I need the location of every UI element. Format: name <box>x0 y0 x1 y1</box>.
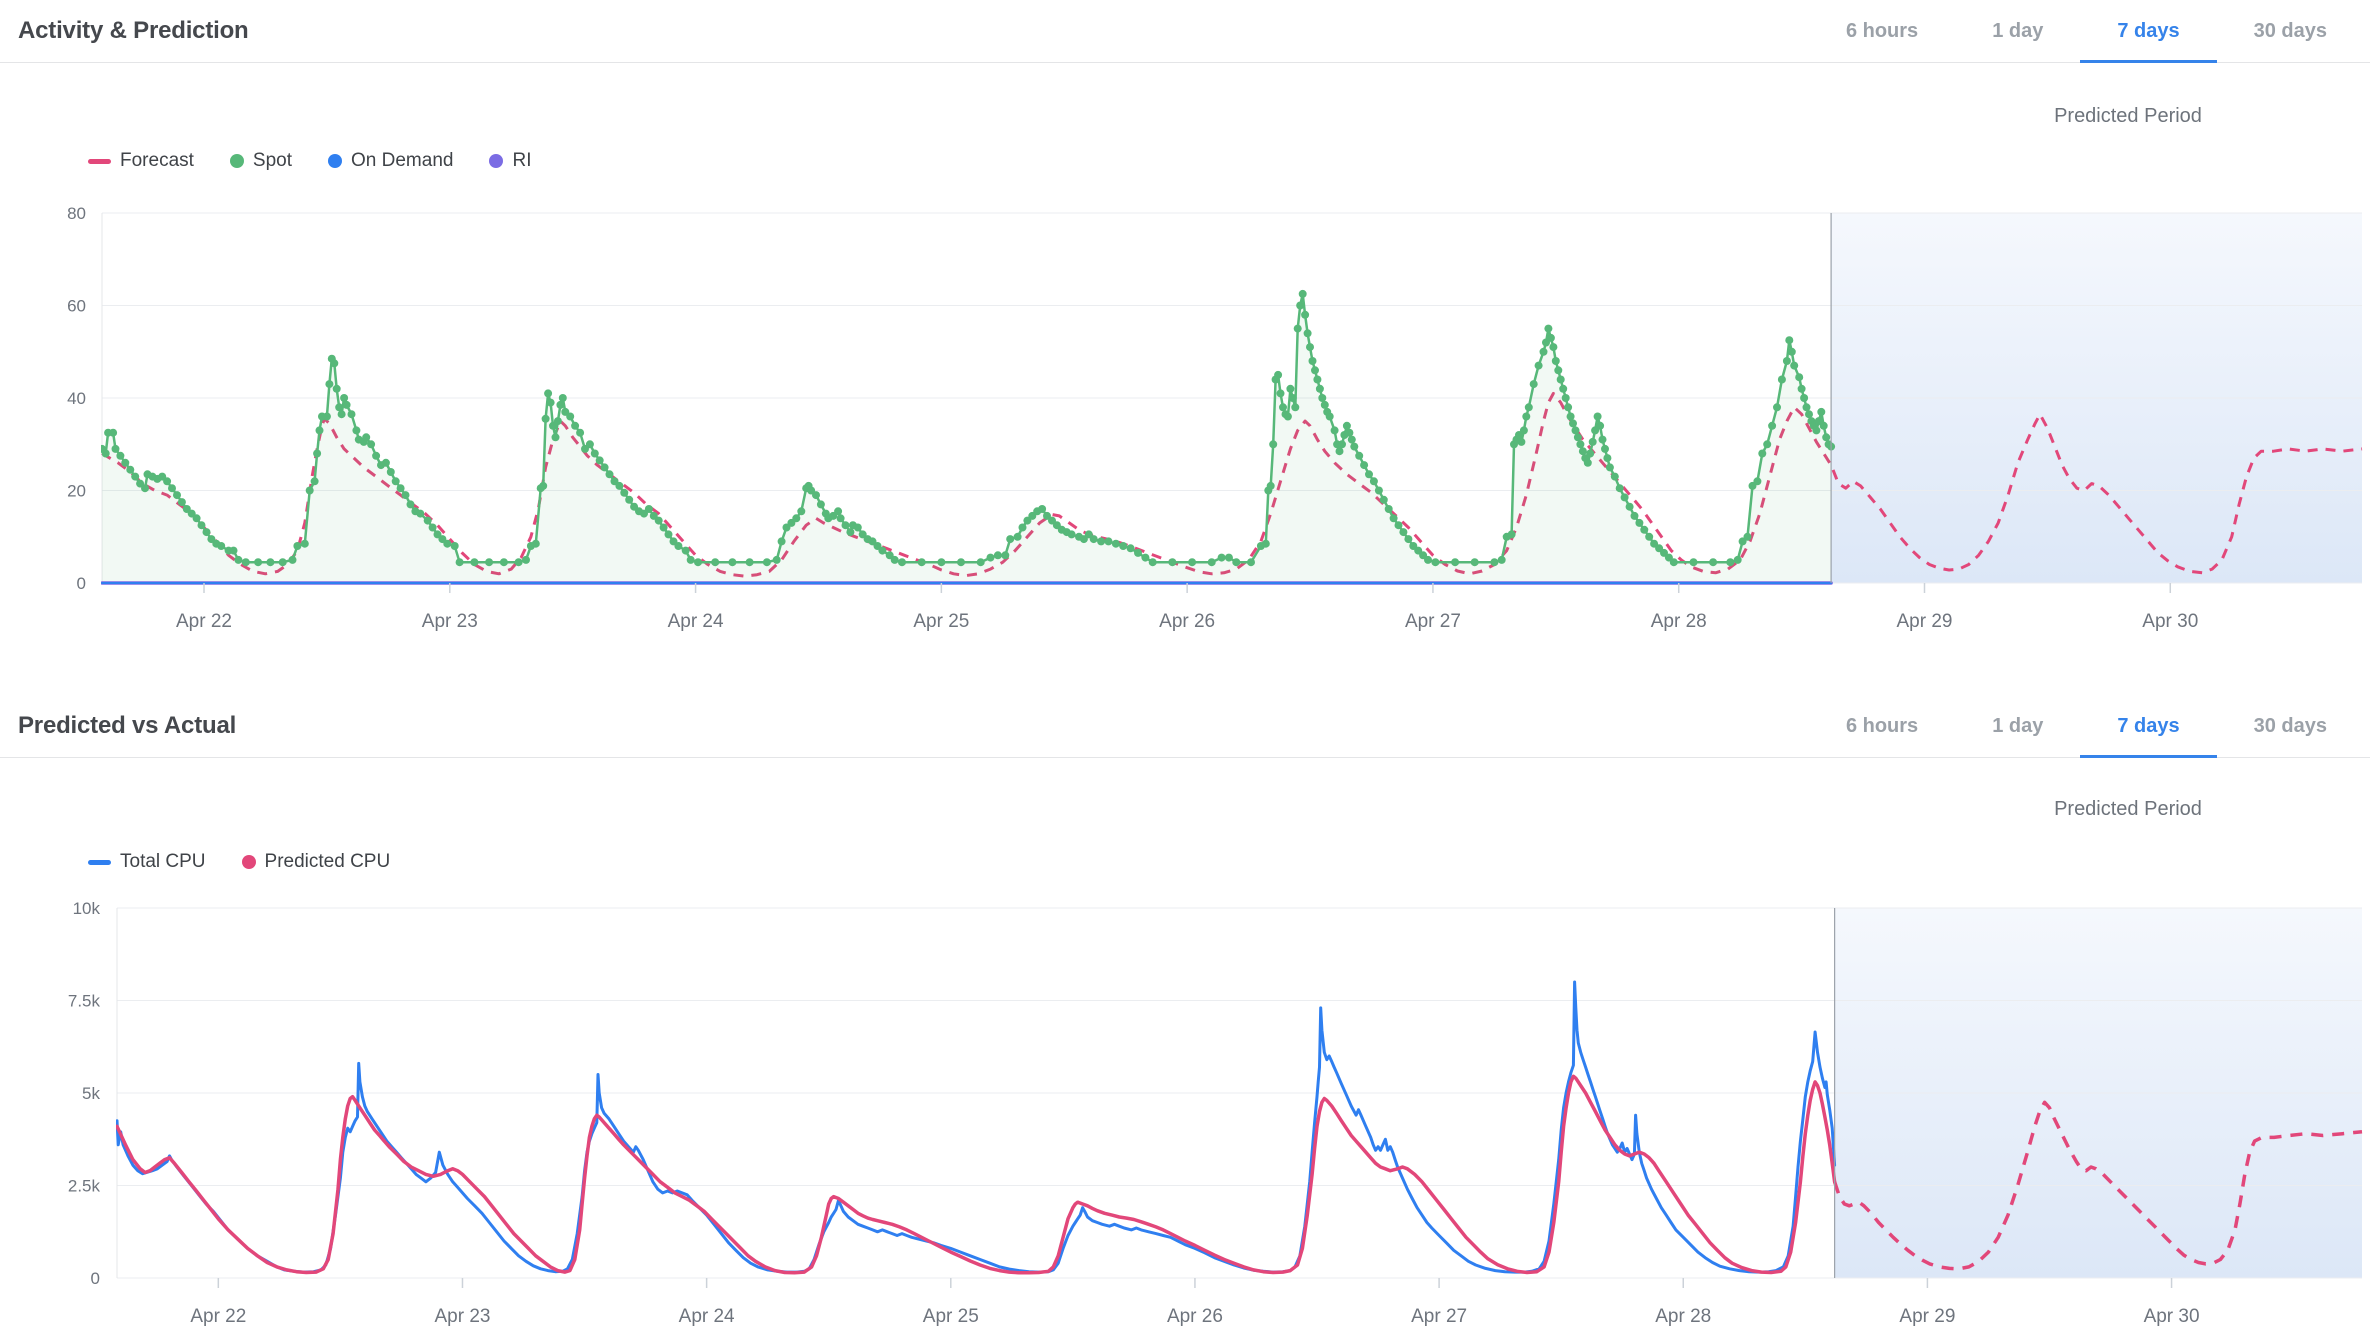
y-axis-label: 7.5k <box>68 992 101 1011</box>
tab-7-days[interactable]: 7 days <box>2080 695 2217 758</box>
legend-dot-icon <box>489 154 504 168</box>
predicted-cpu-series-line <box>116 1074 1837 1275</box>
legend-item-ri[interactable]: RI <box>489 150 531 172</box>
x-axis-label: Apr 28 <box>1651 611 1707 632</box>
x-axis-label: Apr 28 <box>1655 1306 1711 1327</box>
legend-dot-icon <box>328 154 343 168</box>
activity-legend: Forecast Spot On Demand RI <box>88 150 531 172</box>
spot-series-markers <box>101 289 1836 567</box>
legend-dot-icon <box>229 154 244 168</box>
x-axis-label: Apr 25 <box>913 611 969 632</box>
total-cpu-series-line <box>116 980 1837 1274</box>
y-axis-label: 80 <box>67 204 86 223</box>
tab-1-day[interactable]: 1 day <box>1992 19 2044 42</box>
x-axis-label: Apr 22 <box>176 611 232 632</box>
series-layer <box>116 980 2363 1275</box>
x-axis-label: Apr 23 <box>422 611 478 632</box>
x-axis-label: Apr 27 <box>1405 611 1461 632</box>
x-axis-label: Apr 27 <box>1411 1306 1467 1327</box>
y-axis-label: 40 <box>67 389 86 408</box>
y-axis-label: 5k <box>82 1084 100 1103</box>
legend-label: RI <box>512 150 532 171</box>
cpu-panel-title: Predicted vs Actual <box>18 712 237 739</box>
x-axis-label: Apr 30 <box>2144 1306 2200 1327</box>
cpu-predicted-period-label: Predicted Period <box>2054 798 2202 820</box>
legend-label: Spot <box>252 150 293 171</box>
x-axis-label: Apr 22 <box>190 1306 246 1327</box>
y-axis-label: 0 <box>77 574 86 593</box>
x-axis-label: Apr 29 <box>1897 611 1953 632</box>
legend-item-total-cpu[interactable]: Total CPU <box>88 851 206 873</box>
x-axis-label: Apr 26 <box>1159 611 1215 632</box>
y-axis-label: 60 <box>67 297 86 316</box>
cpu-panel-header: Predicted vs Actual 6 hours 1 day 7 days 30… <box>0 695 2370 758</box>
y-axis-label: 2.5k <box>68 1177 101 1196</box>
cpu-legend: Total CPU Predicted CPU <box>88 851 390 873</box>
legend-dash-icon <box>88 859 111 865</box>
activity-panel-header: Activity & Prediction 6 hours 1 day 7 days… <box>0 0 2370 63</box>
legend-item-on-demand[interactable]: On Demand <box>328 150 453 172</box>
y-axis-label: 10k <box>73 899 101 918</box>
legend-label: On Demand <box>351 150 454 171</box>
tab-6-hours[interactable]: 6 hours <box>1845 714 1919 737</box>
spot-series-fill <box>102 293 1832 583</box>
activity-time-range-tabs: 6 hours 1 day 7 days 30 days <box>1809 0 2364 63</box>
tab-7-days[interactable]: 7 days <box>2080 0 2217 63</box>
legend-item-forecast[interactable]: Forecast <box>88 150 194 172</box>
tab-1-day[interactable]: 1 day <box>1992 714 2044 737</box>
legend-label: Forecast <box>120 150 194 171</box>
tab-30-days[interactable]: 30 days <box>2253 714 2327 737</box>
x-axis-label: Apr 24 <box>668 611 724 632</box>
tab-30-days[interactable]: 30 days <box>2253 19 2327 42</box>
activity-chart-svg: 0 20 40 60 80 Apr 22 Apr 23 Apr 24 Apr 25 Apr 26 A… <box>67 204 2363 632</box>
legend-label: Predicted CPU <box>264 851 391 872</box>
activity-predicted-period-label: Predicted Period <box>2054 105 2202 127</box>
cpu-time-range-tabs: 6 hours 1 day 7 days 30 days <box>1809 695 2364 758</box>
predicted-cpu-series-forecast-line <box>1832 1100 2363 1271</box>
cpu-chart-svg: 0 2.5k 5k 7.5k 10k Apr 22 Apr 23 Apr 24 Apr 25 Ap… <box>68 899 2363 1327</box>
x-axis-label: Apr 30 <box>2142 611 2198 632</box>
legend-item-predicted-cpu[interactable]: Predicted CPU <box>241 851 391 873</box>
forecast-series-line <box>101 391 2363 578</box>
activity-panel-title: Activity & Prediction <box>18 17 249 44</box>
legend-dot-icon <box>241 855 256 869</box>
x-axis-label: Apr 26 <box>1167 1306 1223 1327</box>
x-axis-label: Apr 24 <box>679 1306 735 1327</box>
tab-6-hours[interactable]: 6 hours <box>1845 19 1919 42</box>
x-axis-label: Apr 23 <box>434 1306 490 1327</box>
x-axis-label: Apr 29 <box>1899 1306 1955 1327</box>
legend-dash-icon <box>88 158 111 164</box>
legend-item-spot[interactable]: Spot <box>229 150 293 172</box>
y-axis-label: 0 <box>91 1269 100 1288</box>
series-layer <box>101 289 2363 585</box>
legend-label: Total CPU <box>120 851 206 872</box>
y-axis-label: 20 <box>67 482 86 501</box>
x-axis-label: Apr 25 <box>923 1306 979 1327</box>
